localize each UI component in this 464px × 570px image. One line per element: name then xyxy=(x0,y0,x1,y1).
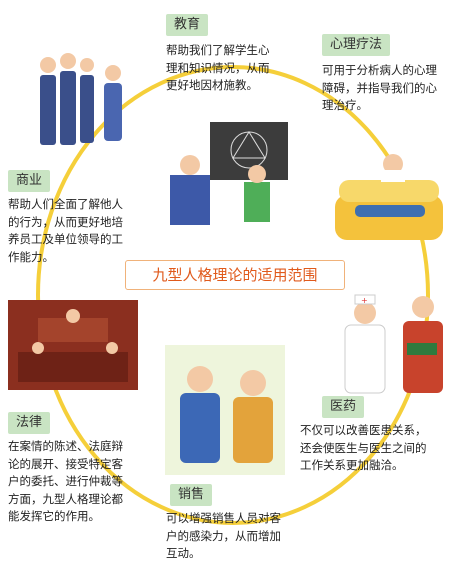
text-education: 帮助我们了解学生心 理和知识情况，从而 更好地因材施教。 xyxy=(166,43,270,92)
business-people-illustration xyxy=(40,53,122,145)
label-education: 教育 xyxy=(166,14,209,36)
medicine-illustration: + xyxy=(344,294,443,394)
label-medicine: 医药 xyxy=(322,396,365,418)
label-business: 商业 xyxy=(8,170,51,192)
text-medicine: 不仅可以改善医患关系， 还会使医生与医生之间的 工作关系更加融洽。 xyxy=(300,423,427,472)
svg-text:+: + xyxy=(361,296,368,305)
text-law: 在案情的陈述、法庭辩 论的展开、接受特定客 户的委托、进行仲裁等 方面，九型人格… xyxy=(8,439,123,523)
therapy-illustration xyxy=(335,154,443,240)
text-sales: 可以增强销售人员对客 户的感染力，从而增加 互动。 xyxy=(166,511,281,560)
label-sales: 销售 xyxy=(170,484,213,506)
text-therapy: 可用于分析病人的心理 障碍，并指导我们的心 理治疗。 xyxy=(322,63,437,112)
text-business: 帮助人们全面了解他人 的行为，从而更好地培 养员工及单位领导的工 作能力。 xyxy=(8,197,123,264)
education-illustration xyxy=(170,122,288,225)
sales-illustration xyxy=(165,345,285,475)
label-law: 法律 xyxy=(8,412,51,434)
label-therapy: 心理疗法 xyxy=(322,34,391,56)
cycle-ring xyxy=(36,65,430,525)
center-title: 九型人格理论的适用范围 xyxy=(125,260,345,290)
law-illustration xyxy=(8,300,138,390)
